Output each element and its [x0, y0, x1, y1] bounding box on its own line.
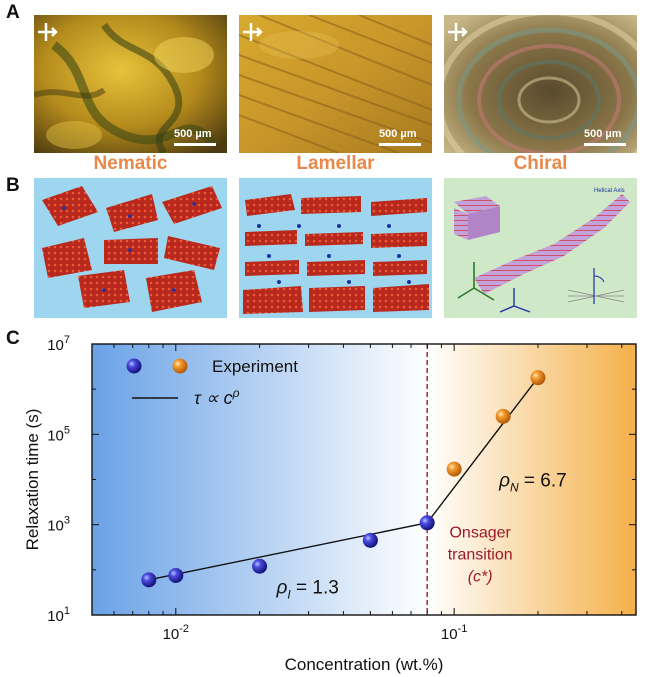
legend: Experiment τ ∝ cρ	[126, 357, 298, 408]
legend-marker-blue	[126, 358, 142, 374]
y-tick-label: 101	[47, 605, 70, 625]
scale-bar-label: 500 µm	[174, 128, 212, 140]
isotropic-region	[92, 344, 428, 615]
nematic-data-point	[495, 408, 511, 424]
fit-line-0	[148, 522, 428, 581]
chiral-model: Helical Axis	[444, 178, 637, 318]
lamellar-micrograph: 500 µm	[239, 15, 432, 153]
phase-label-nematic: Nematic	[93, 153, 168, 174]
phase-label-lamellar: Lamellar	[296, 153, 375, 174]
y-tick-label: 105	[47, 424, 70, 444]
polarizer-icon	[448, 23, 468, 41]
scale-bar-label: 500 µm	[379, 128, 417, 140]
helical-axis-label: Helical Axis	[594, 188, 625, 194]
nematic-region	[427, 344, 636, 615]
panel-letter-a: A	[6, 2, 20, 23]
x-axis-label: Concentration (wt.%)	[285, 655, 444, 674]
y-tick-label: 107	[47, 334, 70, 354]
isotropic-data-point	[419, 515, 435, 531]
scale-bar	[379, 143, 421, 146]
relaxation-time-chart: 10-2 10-1 101 103 105 107 Concentration (wt.%…	[23, 334, 637, 674]
scale-bar-label: 500 µm	[584, 128, 622, 140]
fit-line-1	[426, 377, 539, 524]
isotropic-data-point	[141, 572, 157, 588]
isotropic-data-point	[252, 558, 268, 574]
legend-fit-label: τ ∝ cρ	[194, 386, 240, 408]
x-tick-label: 10-1	[441, 623, 467, 643]
scale-bar	[174, 143, 216, 146]
rho-nematic-label: ρN = 6.7	[498, 470, 567, 494]
svg-text:(c*): (c*)	[468, 568, 493, 585]
panel-letter-b: B	[6, 175, 20, 196]
rho-isotropic-label: ρI = 1.3	[275, 577, 338, 601]
polarizer-icon	[243, 23, 263, 41]
isotropic-data-point	[362, 532, 378, 548]
svg-text:transition: transition	[448, 546, 513, 563]
nematic-data-point	[446, 461, 462, 477]
legend-marker-orange	[172, 358, 188, 374]
scale-bar	[584, 143, 626, 146]
chiral-micrograph: 500 µm	[444, 15, 637, 153]
onsager-transition-label: Onsager transition (c*)	[448, 524, 513, 585]
nematic-data-point	[530, 370, 546, 386]
y-axis-label: Relaxation time (s)	[23, 409, 42, 551]
y-tick-label: 103	[47, 515, 70, 535]
svg-text:Onsager: Onsager	[449, 524, 511, 541]
nematic-micrograph: 500 µm	[34, 15, 227, 153]
panel-letter-c: C	[6, 328, 20, 349]
phase-label-chiral: Chiral	[513, 153, 568, 174]
legend-experiment-label: Experiment	[212, 357, 298, 376]
nematic-model	[34, 178, 227, 318]
isotropic-data-point	[168, 567, 184, 583]
x-tick-label: 10-2	[163, 623, 189, 643]
lamellar-model	[239, 178, 432, 318]
polarizer-icon	[38, 23, 58, 41]
